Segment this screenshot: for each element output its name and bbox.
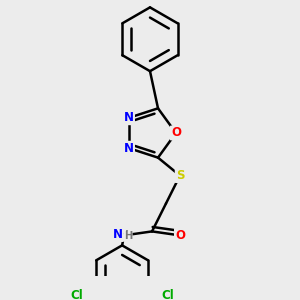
Text: N: N bbox=[124, 111, 134, 124]
Text: O: O bbox=[171, 127, 181, 140]
Text: Cl: Cl bbox=[70, 289, 83, 300]
Text: H: H bbox=[124, 231, 132, 242]
Text: O: O bbox=[175, 229, 185, 242]
Text: S: S bbox=[176, 169, 184, 182]
Text: H: H bbox=[120, 230, 129, 240]
Text: N: N bbox=[113, 228, 123, 242]
Text: N: N bbox=[124, 142, 134, 155]
Text: Cl: Cl bbox=[162, 289, 174, 300]
